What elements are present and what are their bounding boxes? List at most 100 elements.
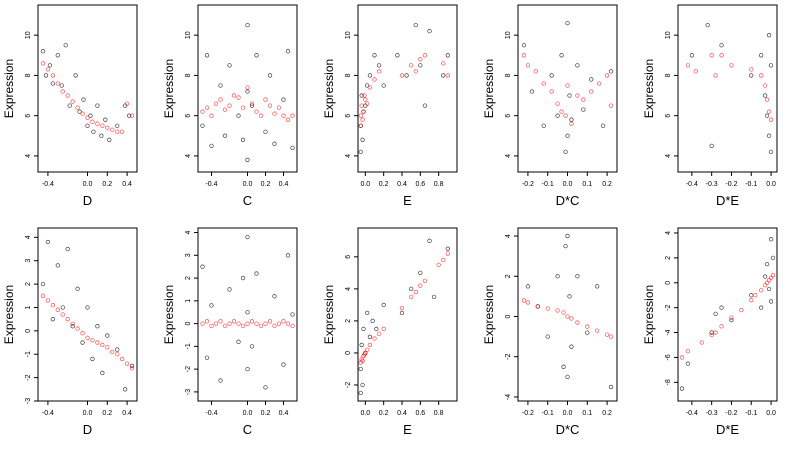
panel-6-observed-point — [60, 305, 65, 310]
panel-4-observed-point — [521, 43, 527, 48]
panel-1-observed-point — [77, 109, 82, 114]
panel-8-ytick-label: 0 — [345, 351, 352, 355]
panel-9: -0.2 -0.1 0.0 0.1 0.2 -4 -2 0 2 4 D*C Expression — [482, 227, 618, 437]
panel-2-fitted-point — [272, 111, 277, 116]
panel-1-fitted-point — [65, 93, 70, 98]
panel-9-fitted-point — [595, 328, 600, 333]
panel-1-ytick-label: 10 — [25, 31, 32, 39]
panel-4: -0.2 -0.1 0.0 0.1 0.2 4 6 8 10 D*C Expression — [482, 4, 618, 208]
panel-7-fitted-point — [285, 321, 291, 326]
panel-7-fitted-point — [209, 323, 214, 329]
panel-6-fitted-point — [70, 321, 75, 327]
panel-1-observed-point — [126, 113, 132, 118]
panel-8-fitted-point — [441, 257, 446, 263]
panel-1-observed-point — [95, 103, 100, 108]
panel-7-fitted-point — [290, 323, 295, 329]
panel-8-ytick-label: 2 — [345, 319, 352, 323]
panel-3-fitted-point — [367, 85, 373, 90]
panel-8-fitted-point — [372, 336, 377, 341]
panel-2-observed-point — [209, 143, 214, 148]
panel-10-xtick-label: -0.2 — [725, 410, 737, 417]
panel-2-fitted-point — [267, 103, 273, 108]
panel-3-xtick-label: 0.2 — [379, 181, 389, 188]
panel-8-observed-point — [445, 246, 450, 251]
panel-3-observed-point — [445, 53, 450, 58]
panel-7-observed-point — [204, 355, 210, 360]
panel-5-ytick-label: 10 — [665, 31, 672, 39]
panel-6-fitted-point — [60, 312, 65, 317]
panel-2-fitted-point — [258, 113, 264, 118]
panel-4-xtick-label: -0.1 — [542, 181, 554, 188]
panel-5-ylabel: Expression — [642, 59, 656, 118]
panel-8-fitted-point — [367, 342, 373, 348]
panel-4-observed-point — [541, 123, 546, 128]
panel-4-ytick-label: 8 — [505, 73, 512, 77]
panel-3-xtick-label: 0.4 — [397, 181, 407, 188]
panel-9-xlabel: D*C — [556, 422, 580, 437]
panel-9-fitted-point — [555, 308, 560, 313]
panel-7-fitted-point — [236, 321, 241, 326]
panel-1-fitted-point — [95, 121, 100, 126]
panel-4-observed-point — [575, 63, 580, 68]
panel-3-observed-point — [422, 103, 428, 108]
panel-1-frame — [37, 4, 138, 173]
panel-7-xtick-label: 0.4 — [279, 410, 289, 417]
panel-7-xlabel: C — [243, 422, 252, 437]
panel-7-fitted-point — [245, 321, 250, 326]
panel-4-observed-point — [549, 73, 554, 78]
panel-7-observed-point — [209, 303, 214, 308]
panel-4-fitted-point — [525, 63, 531, 68]
panel-9-ytick-label: 2 — [505, 274, 512, 278]
panel-1-observed-point — [67, 103, 72, 108]
panel-7-fitted-point — [200, 321, 205, 326]
panel-4-xtick-label: 0.1 — [582, 181, 592, 188]
panel-9-fitted-point — [535, 304, 540, 309]
panel-4-fitted-point — [569, 121, 574, 126]
panel-5-observed-point — [766, 33, 772, 38]
panel-3-fitted-point — [372, 77, 377, 82]
panel-3-fitted-point — [359, 103, 364, 108]
panel-3-fitted-point — [441, 61, 446, 66]
panel-9-ytick-label: 4 — [505, 234, 512, 238]
panel-6-observed-point — [95, 324, 100, 329]
panel-3: 0.0 0.2 0.4 0.6 0.8 4 6 8 10 E Expression — [322, 4, 458, 208]
panel-9-fitted-point — [521, 298, 527, 303]
panel-3-observed-point — [413, 22, 418, 28]
panel-10-observed-point — [679, 386, 685, 391]
panel-3-fitted-point — [445, 73, 450, 78]
panel-1-observed-point — [115, 123, 120, 128]
panel-8-ytick-label: 6 — [345, 255, 352, 259]
panel-7-fitted-point — [263, 321, 268, 326]
panel-1-fitted-point — [55, 81, 60, 86]
panel-5-observed-point — [764, 113, 770, 118]
panel-2-observed-point — [281, 97, 286, 102]
panel-10-observed-point — [719, 305, 724, 310]
panel-10-fitted-point — [713, 330, 718, 335]
panel-4-xtick-label: 0.2 — [602, 181, 612, 188]
panel-4-observed-point — [569, 117, 574, 122]
panel-4-observed-point — [565, 20, 570, 26]
panel-7-observed-point — [272, 294, 277, 299]
panel-3-observed-point — [365, 83, 370, 88]
panel-2-ytick-label: 6 — [185, 114, 192, 118]
panel-6-xtick-label: 0.4 — [122, 410, 132, 417]
panel-2-observed-point — [249, 103, 255, 108]
panel-5-fitted-point — [685, 63, 691, 68]
panel-1-observed-point — [73, 73, 78, 78]
panel-3-observed-point — [404, 73, 409, 78]
panel-4-observed-point — [559, 53, 564, 58]
panel-7-fitted-point — [227, 321, 232, 326]
panel-5: -0.4 -0.3 -0.2 -0.1 0.0 4 6 8 10 D*E Expression — [642, 4, 778, 208]
panel-7-observed-point — [285, 253, 291, 258]
panel-5-ytick-label: 4 — [665, 154, 672, 158]
panel-2-fitted-point — [209, 113, 214, 118]
panel-4-fitted-point — [565, 83, 570, 88]
panel-9-observed-point — [608, 384, 614, 390]
panel-10-observed-point — [766, 286, 772, 292]
panel-10-fitted-point — [709, 332, 714, 338]
panel-8-fitted-point — [422, 278, 428, 284]
panel-4-observed-point — [581, 107, 586, 112]
panel-3-observed-point — [376, 63, 382, 68]
panel-6-frame — [37, 227, 138, 402]
panel-7-fitted-point — [272, 323, 277, 329]
